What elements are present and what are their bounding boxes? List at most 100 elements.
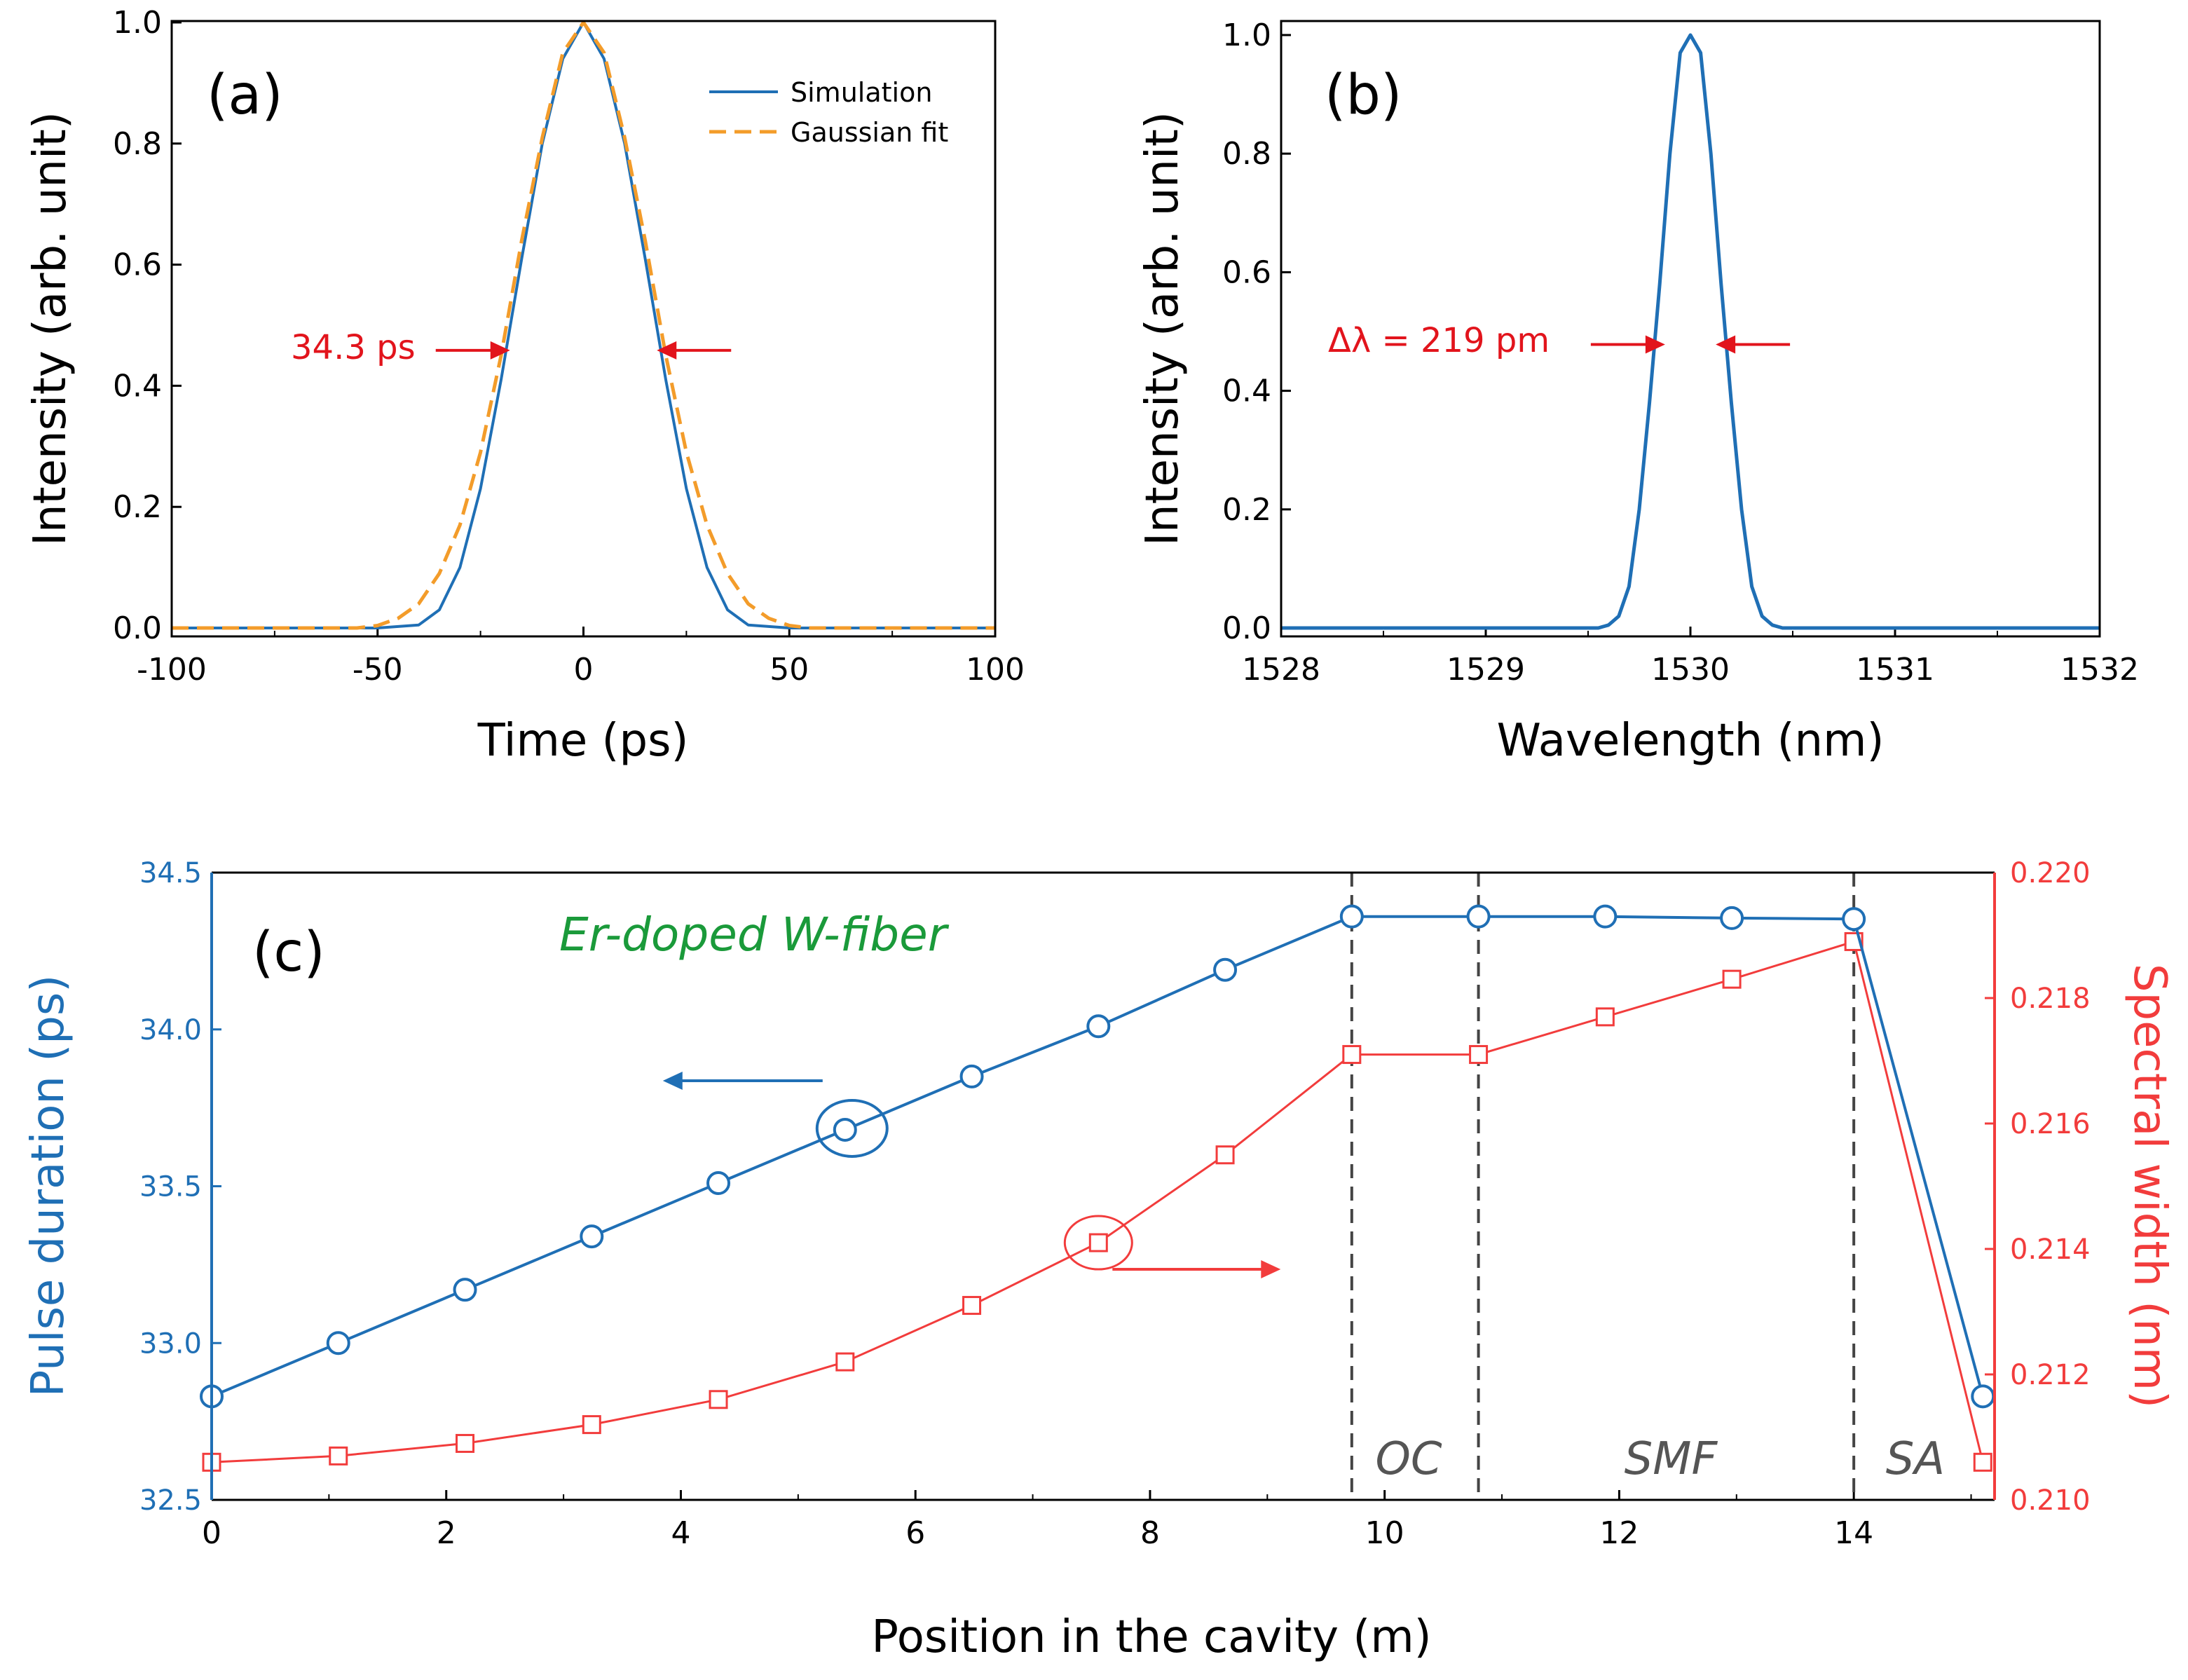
pulse-duration-marker [453, 1278, 477, 1302]
spectral-width-marker [1973, 1452, 1992, 1472]
panel-c-xtick-label: 2 [437, 1515, 456, 1551]
pulse-duration-marker [1593, 904, 1618, 929]
panel-b-frame [1280, 20, 2101, 638]
panel-a-frame [170, 20, 997, 638]
panel-c-ytick-right-label: 0.220 [2010, 857, 2091, 889]
width-callout-ellipse [1063, 1215, 1133, 1271]
pulse-duration-marker [1466, 904, 1491, 929]
panel-c-xtick-label: 14 [1834, 1515, 1873, 1551]
panel-a-legend: Simulation Gaussian fit [709, 77, 948, 148]
pulse-duration-marker [706, 1171, 731, 1196]
panel-b: 1528 1529 1530 1531 1532 0.0 0.2 0.4 0.6 0.8 1.0 (… [1137, 18, 2139, 767]
panel-c-ylabel-right: Spectral width (nm) [2124, 964, 2175, 1408]
panel-c-callouts [662, 1071, 1281, 1279]
panel-c-ytick-left-label: 34.0 [139, 1014, 202, 1046]
panel-a-ytick-label: 0.2 [113, 489, 162, 525]
pulse-duration-marker [833, 1117, 857, 1142]
pulse-duration-marker [1339, 904, 1364, 929]
panel-a-ylabel: Intensity (arb. unit) [25, 111, 76, 546]
panel-c: 0 2 4 6 8 10 12 14 32.5 33.0 33.5 34.0 34.5 0.210 0.21… [22, 857, 2175, 1663]
panel-a-ytick-label: 0.0 [113, 610, 162, 646]
pulse-duration-marker [959, 1064, 984, 1088]
spectral-width-marker [709, 1390, 728, 1409]
panel-b-ytick-label: 0.8 [1222, 136, 1271, 172]
panel-c-ytick-right-label: 0.210 [2010, 1484, 2091, 1517]
panel-a-ytick-label: 0.6 [113, 247, 162, 283]
panel-b-series [1281, 33, 2100, 630]
spectral-width-marker [1215, 1145, 1235, 1165]
panel-c-xlabel: Position in the cavity (m) [871, 1611, 1431, 1663]
panel-b-xtick-label: 1531 [1856, 652, 1934, 688]
panel-b-label: (b) [1325, 64, 1402, 127]
duration-axis-arrow [662, 1071, 823, 1090]
panel-c-ytick-left-label: 33.5 [139, 1171, 202, 1203]
panel-c-dividers [1350, 873, 1856, 1500]
panel-c-series [200, 904, 1995, 1472]
spectral-width-marker [835, 1352, 855, 1372]
simulation-line [172, 21, 995, 629]
region-label-oc: OC [1375, 1433, 1442, 1485]
panel-a-ytick-label: 1.0 [113, 5, 162, 41]
panel-a-xtick-label: 50 [770, 652, 809, 688]
pulse-duration-line [211, 915, 1985, 1398]
panel-a-xtick-label: -50 [353, 652, 403, 688]
panel-a-ticks: -100 -50 0 50 100 0.0 0.2 0.4 0.6 0.8 1.0 [113, 5, 1025, 688]
duration-callout-ellipse [815, 1098, 889, 1158]
panel-b-ytick-label: 0.4 [1222, 374, 1271, 409]
width-axis-arrow [1112, 1260, 1281, 1279]
region-label-smf: SMF [1625, 1433, 1718, 1485]
spectral-width-marker [329, 1446, 348, 1466]
panel-b-ytick-label: 0.0 [1222, 610, 1271, 646]
panel-c-xtick-label: 0 [202, 1515, 221, 1551]
panel-a-series [172, 20, 995, 630]
panel-c-ytick-right-label: 0.214 [2010, 1234, 2091, 1266]
pulse-duration-marker [580, 1224, 604, 1249]
panel-b-xtick-label: 1532 [2060, 652, 2139, 688]
pulse-duration-marker [1213, 957, 1238, 982]
spectral-width-marker [1342, 1045, 1362, 1065]
panel-b-annotation: Δλ = 219 pm [1328, 321, 1791, 360]
panel-a-ytick-label: 0.8 [113, 126, 162, 162]
panel-c-label: (c) [252, 921, 325, 984]
panel-c-ytick-right-label: 0.218 [2010, 983, 2091, 1015]
legend-simulation-label: Simulation [791, 77, 932, 108]
spectral-width-marker [1722, 969, 1742, 989]
panel-c-ytick-left-label: 34.5 [139, 857, 202, 889]
panel-c-ytick-right-label: 0.216 [2010, 1108, 2091, 1140]
panel-c-ticks: 0 2 4 6 8 10 12 14 32.5 33.0 33.5 34.0 34.5 0.210 0.21… [139, 857, 2091, 1551]
spectral-width-marker [456, 1433, 475, 1453]
panel-c-ytick-right-label: 0.212 [2010, 1359, 2091, 1391]
pulse-duration-marker [1971, 1384, 1995, 1409]
panel-b-xlabel: Wavelength (nm) [1497, 715, 1885, 767]
panel-c-xtick-label: 10 [1365, 1515, 1404, 1551]
gaussian-fit-line [172, 20, 995, 630]
panel-a-label: (a) [207, 64, 283, 127]
spectral-width-marker [1469, 1045, 1489, 1065]
pulse-duration-marker [1720, 906, 1744, 930]
panel-c-xtick-label: 4 [671, 1515, 690, 1551]
panel-b-xtick-label: 1530 [1651, 652, 1730, 688]
spectral-arrow-left [1590, 335, 1665, 354]
panel-b-xtick-label: 1529 [1447, 652, 1525, 688]
spectral-width-marker [1088, 1233, 1108, 1252]
pulse-duration-marker [326, 1331, 350, 1355]
fwhm-arrow-right [657, 341, 732, 360]
spectral-width-label: Δλ = 219 pm [1328, 321, 1550, 360]
region-label-sa: SA [1886, 1433, 1945, 1485]
panel-b-ytick-label: 1.0 [1222, 18, 1271, 53]
pulse-duration-marker [1842, 907, 1866, 931]
spectral-width-marker [962, 1296, 982, 1316]
panel-a-xtick-label: -100 [137, 652, 207, 688]
panel-c-xtick-label: 12 [1599, 1515, 1639, 1551]
spectral-arrow-right [1716, 335, 1791, 354]
panel-a: -100 -50 0 50 100 0.0 0.2 0.4 0.6 0.8 1.0 (a) Simu… [25, 5, 1025, 767]
pulse-duration-marker [1086, 1014, 1111, 1039]
spectrum-line [1281, 33, 2100, 630]
panel-c-xtick-label: 6 [905, 1515, 925, 1551]
panel-c-ylabel-left: Pulse duration (ps) [22, 975, 74, 1397]
fiber-label: Er-doped W-fiber [559, 908, 950, 962]
spectral-width-marker [582, 1415, 601, 1435]
panel-a-annotation: 34.3 ps [291, 328, 732, 367]
panel-a-xtick-label: 100 [966, 652, 1025, 688]
